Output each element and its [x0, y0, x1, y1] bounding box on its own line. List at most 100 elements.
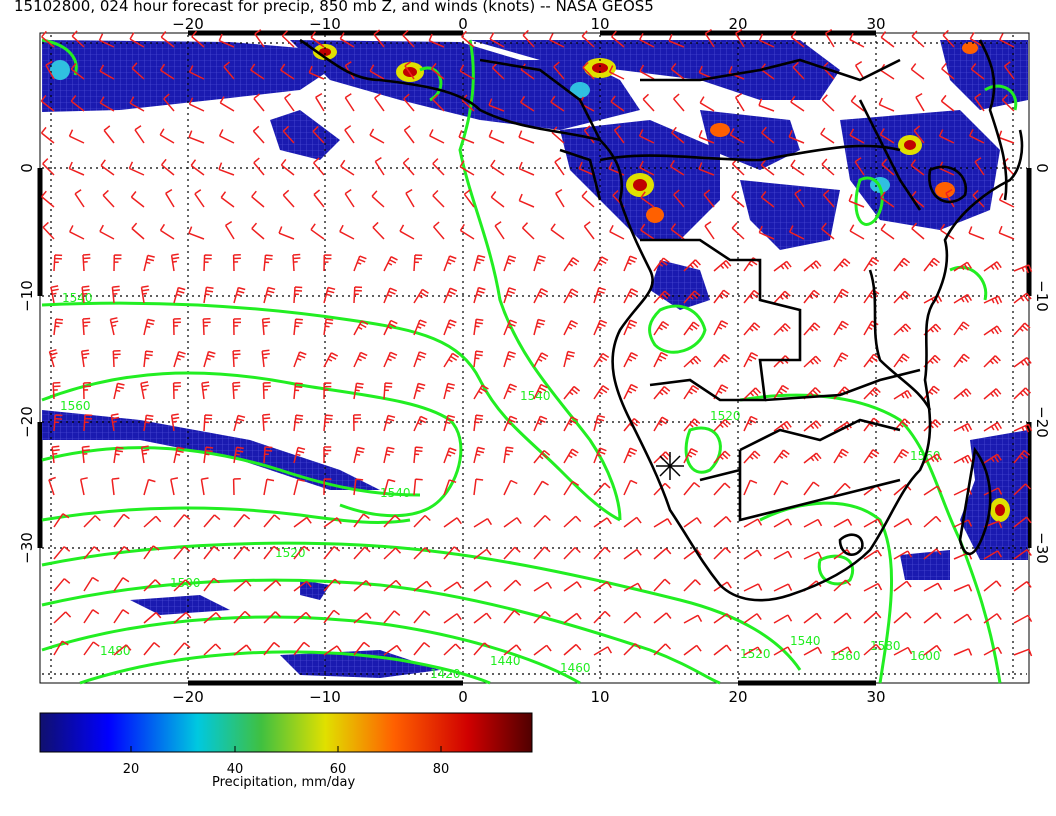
- wind-barb: [323, 578, 341, 592]
- wind-barb: [923, 257, 940, 272]
- wind-barb: [503, 415, 518, 432]
- wind-barb: [188, 226, 205, 240]
- wind-barb: [413, 446, 423, 464]
- wind-barb: [824, 28, 835, 48]
- wind-barb: [203, 286, 214, 304]
- wind-barb: [640, 191, 655, 208]
- wind-barb: [623, 352, 638, 368]
- wind-barb: [849, 32, 865, 48]
- wind-barb: [713, 644, 732, 656]
- wind-barb: [443, 643, 462, 656]
- wind-barb: [280, 63, 295, 80]
- wind-barb: [879, 128, 895, 144]
- wind-barb: [143, 611, 162, 624]
- wind-barb: [383, 287, 397, 304]
- wind-barb: [683, 448, 698, 464]
- wind-barb: [968, 226, 985, 240]
- wind-barb: [593, 319, 608, 336]
- wind-barb: [172, 318, 181, 336]
- wind-barb: [503, 479, 518, 496]
- wind-barb: [803, 322, 821, 336]
- wind-barb: [863, 518, 883, 528]
- wind-barb: [110, 413, 120, 432]
- wind-barb: [563, 612, 582, 624]
- wind-barb: [653, 482, 671, 496]
- wind-barb: [383, 579, 402, 592]
- wind-barb: [232, 254, 241, 272]
- wind-barb: [432, 158, 445, 176]
- wind-barb: [51, 445, 60, 464]
- wind-barb: [593, 447, 607, 464]
- wind-barb: [953, 584, 973, 592]
- wind-barb: [563, 416, 579, 432]
- wind-barb: [232, 381, 241, 400]
- wind-barb: [473, 580, 492, 592]
- wind-barb: [583, 221, 595, 240]
- wind-barb: [443, 382, 455, 400]
- wind-barb: [803, 452, 822, 464]
- wind-barb: [915, 92, 925, 112]
- wind-barb: [623, 288, 639, 304]
- wind-barb: [713, 320, 729, 336]
- wind-barb: [263, 254, 273, 272]
- wind-barb: [773, 449, 790, 464]
- lon-label: −20: [172, 15, 204, 33]
- wind-barb: [53, 578, 71, 592]
- wind-barb: [383, 610, 401, 624]
- wind-barb: [953, 388, 972, 400]
- wind-barb: [704, 221, 715, 240]
- wind-barb: [803, 612, 822, 624]
- wind-barb: [910, 63, 925, 80]
- wind-barb: [218, 162, 235, 176]
- wind-barb: [893, 612, 912, 624]
- wind-barb: [699, 96, 715, 112]
- wind-barb: [353, 580, 372, 592]
- wind-barb: [233, 545, 251, 560]
- lon-label: 10: [590, 15, 609, 33]
- wind-barb: [293, 286, 303, 304]
- wind-barb: [503, 319, 517, 336]
- wind-barb: [490, 159, 505, 176]
- wind-barb: [623, 516, 642, 528]
- wind-barb: [403, 93, 415, 112]
- wind-barb: [399, 224, 415, 240]
- wind-barb: [383, 446, 395, 464]
- wind-barb: [413, 415, 428, 432]
- wind-barb: [113, 644, 132, 656]
- wind-barb: [792, 61, 805, 80]
- wind-barb: [278, 226, 295, 240]
- wind-barb: [503, 644, 522, 656]
- wind-barb: [403, 125, 415, 144]
- wind-barb: [413, 319, 427, 336]
- wind-barb: [653, 518, 673, 528]
- wind-barb: [953, 261, 972, 272]
- wind-barb: [533, 610, 551, 624]
- wind-barb: [45, 60, 55, 80]
- map-title: 15102800, 024 hour forecast for precip, …: [14, 0, 654, 15]
- wind-barb: [863, 386, 881, 400]
- wind-barb: [518, 161, 535, 176]
- wind-barb: [743, 479, 758, 496]
- wind-barb: [194, 189, 205, 208]
- wind-barb: [923, 515, 942, 528]
- wind-barb: [893, 550, 913, 560]
- wind-barb: [969, 129, 985, 144]
- wind-barb: [833, 258, 851, 272]
- wind-barb: [563, 515, 582, 528]
- wind-barb: [53, 254, 63, 272]
- wind-barb: [113, 513, 130, 528]
- wind-barb: [790, 95, 805, 112]
- wind-barb: [653, 320, 670, 336]
- wind-barb: [99, 64, 115, 80]
- wind-barb: [503, 383, 517, 400]
- wind-barb: [263, 579, 282, 592]
- wind-barb: [443, 546, 461, 560]
- wind-barb: [563, 480, 580, 496]
- wind-barb: [953, 519, 973, 528]
- wind-barb: [233, 286, 246, 304]
- wind-barb: [430, 62, 445, 80]
- wind-barb: [640, 223, 655, 240]
- wind-barb: [683, 614, 703, 624]
- wind-barb: [945, 188, 955, 208]
- wind-barb: [773, 260, 792, 272]
